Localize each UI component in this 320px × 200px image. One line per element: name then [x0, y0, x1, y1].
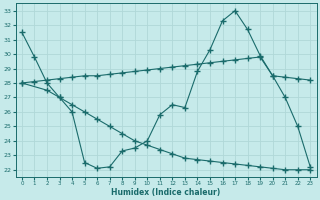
X-axis label: Humidex (Indice chaleur): Humidex (Indice chaleur)	[111, 188, 221, 197]
